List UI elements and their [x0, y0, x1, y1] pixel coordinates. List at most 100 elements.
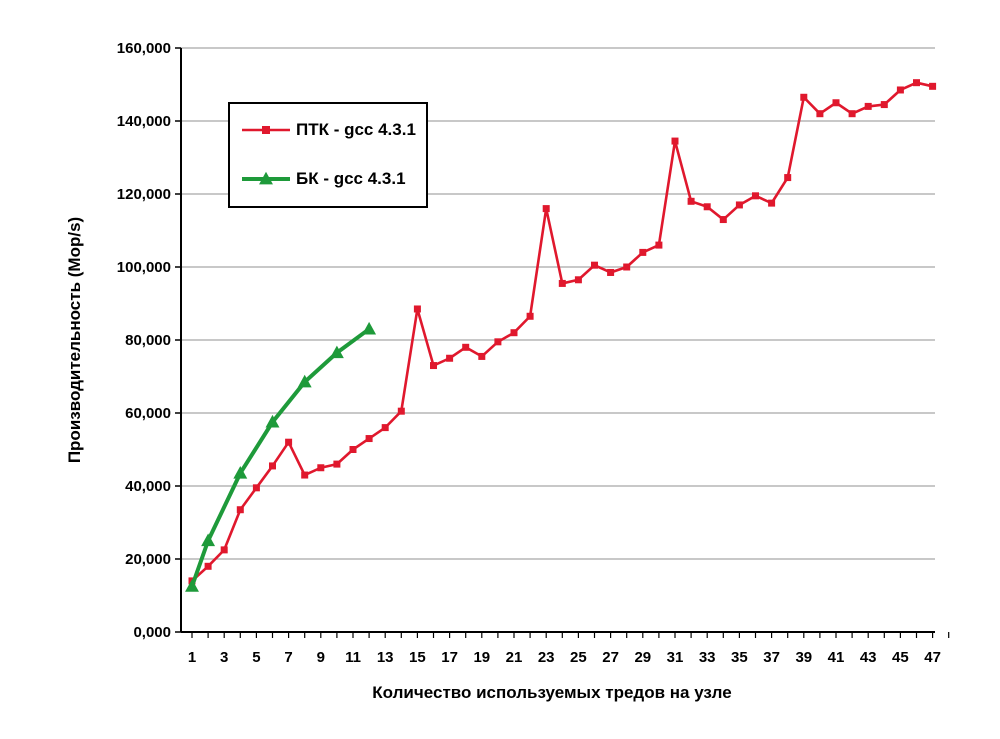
data-point [265, 414, 280, 428]
data-point [204, 562, 212, 570]
data-point [655, 241, 663, 249]
data-point [526, 312, 534, 320]
data-point [333, 460, 341, 468]
x-tick-label: 43 [860, 649, 877, 666]
data-point [329, 345, 344, 359]
legend-box [228, 102, 428, 208]
x-tick-label: 27 [602, 649, 619, 666]
x-tick-label: 13 [377, 649, 394, 666]
data-point [397, 407, 405, 415]
data-point [285, 438, 293, 446]
data-point [236, 506, 244, 514]
legend-marker-0 [262, 126, 270, 134]
x-tick-label: 25 [570, 649, 587, 666]
data-point [558, 279, 566, 287]
data-point [607, 268, 615, 276]
y-axis-title: Производительность (Mop/s) [65, 217, 84, 463]
data-point [768, 199, 776, 207]
data-point [297, 374, 312, 388]
y-tick-label: 140,000 [117, 113, 171, 130]
data-point [446, 354, 454, 362]
series-1 [185, 321, 377, 592]
y-tick-label: 20,000 [125, 551, 171, 568]
data-point [478, 352, 486, 360]
data-point [233, 466, 248, 479]
y-tick-labels: 0,000 20,000 40,000 60,000 80,000 100,000 120,… [117, 40, 171, 641]
y-tick-label: 40,000 [125, 478, 171, 495]
data-point [185, 579, 199, 592]
data-point [220, 546, 228, 554]
axes [175, 47, 950, 638]
x-tick-label: 31 [667, 649, 684, 666]
data-point [269, 462, 276, 470]
data-point [816, 110, 824, 118]
y-tick-label: 120,000 [117, 186, 171, 203]
y-tick-label: 100,000 [117, 259, 171, 276]
data-point [591, 261, 598, 269]
legend-label-bk: БК - gcc 4.3.1 [296, 169, 406, 188]
data-point [639, 248, 647, 256]
x-tick-label: 37 [763, 649, 780, 666]
data-point [252, 484, 260, 492]
data-point [800, 93, 808, 101]
x-tick-label: 3 [220, 649, 228, 666]
x-tick-label: 23 [538, 649, 555, 666]
data-point [671, 137, 679, 145]
x-tick-label: 1 [188, 649, 196, 666]
x-tick-label: 45 [892, 649, 909, 666]
data-point [719, 216, 727, 224]
data-point [510, 329, 518, 337]
x-tick-label: 5 [252, 649, 260, 666]
data-point [864, 102, 872, 110]
data-point [430, 362, 437, 370]
series [185, 79, 937, 592]
legend-marker-1 [259, 171, 273, 185]
data-point [929, 82, 937, 90]
x-tick-label: 7 [284, 649, 292, 666]
data-point [542, 205, 550, 213]
data-point [623, 263, 631, 271]
data-point [784, 174, 792, 182]
data-point [913, 79, 920, 87]
data-point [365, 435, 373, 443]
data-point [381, 424, 389, 432]
data-point [413, 305, 421, 313]
x-tick-label: 11 [345, 649, 361, 666]
data-point [201, 533, 216, 547]
data-point [832, 99, 840, 107]
data-point [703, 203, 711, 211]
legend: ПТК - gcc 4.3.1 БК - gcc 4.3.1 [228, 102, 428, 208]
data-point [735, 201, 743, 209]
x-tick-label: 17 [441, 649, 458, 666]
legend-label-ptk: ПТК - gcc 4.3.1 [296, 120, 416, 139]
x-tick-label: 35 [731, 649, 748, 666]
data-point [880, 101, 888, 109]
data-point [362, 321, 377, 335]
x-tick-label: 9 [317, 649, 325, 666]
x-tick-label: 47 [924, 649, 941, 666]
data-point [301, 471, 309, 479]
x-tick-label: 41 [828, 649, 845, 666]
x-tick-labels: 1 3 5 7 9 11 13 15 17 19 21 23 25 27 29 31 33 35 37 39 41 43 4… [188, 649, 941, 666]
data-point [574, 276, 582, 284]
y-tick-label: 160,000 [117, 40, 171, 57]
x-axis-title: Количество используемых тредов на узле [372, 683, 731, 702]
x-tick-label: 33 [699, 649, 716, 666]
data-point [349, 446, 357, 453]
x-tick-label: 21 [506, 649, 523, 666]
data-point [752, 192, 759, 200]
y-tick-label: 0,000 [133, 624, 171, 641]
x-tick-label: 15 [409, 649, 426, 666]
data-point [896, 86, 904, 94]
x-tick-label: 29 [634, 649, 651, 666]
data-point [494, 338, 502, 346]
data-point [462, 343, 470, 351]
data-point [848, 110, 856, 118]
data-point [687, 197, 695, 205]
y-tick-label: 60,000 [125, 405, 171, 422]
x-tick-label: 19 [473, 649, 490, 666]
x-tick-label: 39 [795, 649, 812, 666]
data-point [317, 464, 325, 472]
